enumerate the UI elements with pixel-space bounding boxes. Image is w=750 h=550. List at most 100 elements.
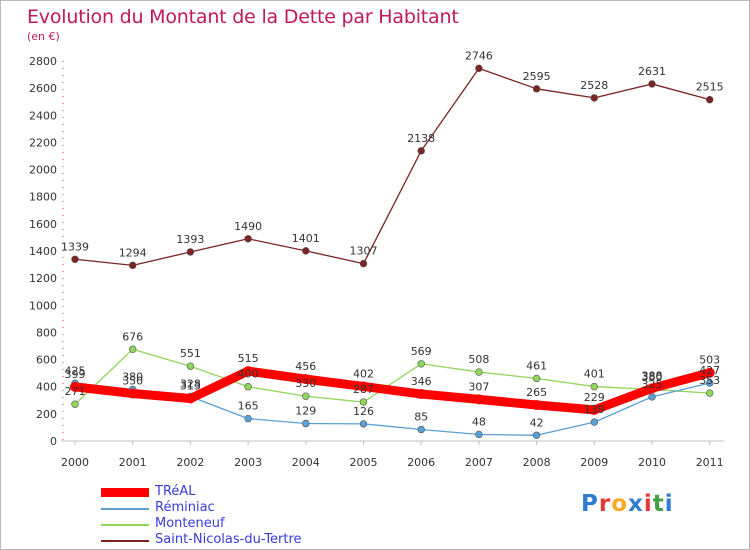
- data-point-reminiac: [475, 430, 483, 439]
- data-label-reminiac: 425: [65, 364, 86, 377]
- data-label-treal: 515: [238, 352, 259, 365]
- data-point-reminiac: [590, 418, 598, 426]
- data-point-reminiac: [532, 431, 541, 439]
- proxiti-logo: Proxiti: [581, 491, 674, 517]
- data-point-monteneuf: [244, 383, 252, 391]
- y-tick-label: 1800: [29, 191, 57, 204]
- data-label-treal: 399: [65, 368, 86, 381]
- data-point-saint-nicolas-du-tertre: [648, 80, 656, 88]
- data-point-saint-nicolas-du-tertre: [417, 147, 425, 155]
- data-point-treal: [589, 404, 600, 415]
- y-tick-label: 1400: [29, 245, 57, 258]
- x-tick-label: 2010: [638, 456, 666, 469]
- data-label-monteneuf: 353: [699, 374, 720, 387]
- data-label-monteneuf: 551: [180, 347, 201, 360]
- y-tick-label: 400: [36, 381, 57, 394]
- y-tick-label: 1600: [29, 218, 57, 231]
- x-tick-label: 2005: [350, 456, 378, 469]
- y-tick-label: 2600: [29, 82, 57, 95]
- data-label-reminiac: 42: [530, 416, 544, 429]
- data-label-saint-nicolas-du-tertre: 2528: [580, 79, 608, 92]
- data-point-saint-nicolas-du-tertre: [475, 64, 483, 73]
- data-label-reminiac: 328: [180, 377, 201, 390]
- data-label-reminiac: 165: [238, 400, 259, 413]
- legend-item-treal: TRéAL: [101, 484, 361, 500]
- data-point-monteneuf: [532, 374, 541, 383]
- series-line-treal: [70, 366, 715, 415]
- data-label-treal: 313: [180, 380, 201, 393]
- data-point-monteneuf: [129, 345, 137, 353]
- data-point-treal: [127, 388, 138, 399]
- y-tick-label: 800: [36, 326, 57, 339]
- data-point-monteneuf: [359, 398, 368, 406]
- data-label-saint-nicolas-du-tertre: 2595: [523, 70, 551, 83]
- data-point-reminiac: [648, 393, 656, 401]
- data-point-treal: [473, 394, 484, 405]
- data-point-reminiac: [417, 425, 425, 434]
- data-point-saint-nicolas-du-tertre: [129, 261, 137, 270]
- data-point-saint-nicolas-du-tertre: [244, 235, 252, 243]
- data-label-monteneuf: 461: [526, 359, 547, 372]
- y-tick-label: 2400: [29, 109, 57, 122]
- data-label-treal: 402: [353, 367, 374, 380]
- data-point-treal: [647, 383, 657, 394]
- data-point-monteneuf: [302, 392, 310, 400]
- x-tick-label: 2011: [696, 456, 724, 469]
- data-point-monteneuf: [71, 400, 79, 408]
- data-point-treal: [416, 389, 427, 400]
- data-label-saint-nicolas-du-tertre: 1401: [292, 232, 320, 245]
- series-line-monteneuf: [74, 348, 711, 405]
- legend-label-saint-nicolas: Saint-Nicolas-du-Tertre: [155, 532, 302, 547]
- data-label-monteneuf: 569: [411, 345, 432, 358]
- x-tick-label: 2000: [61, 456, 89, 469]
- data-label-treal: 388: [642, 369, 663, 382]
- legend-swatch-treal: [101, 488, 149, 497]
- data-point-reminiac: [359, 420, 368, 428]
- y-tick-label: 1200: [29, 272, 57, 285]
- data-label-treal: 456: [295, 360, 316, 373]
- data-point-treal: [70, 381, 80, 392]
- data-point-monteneuf: [417, 360, 425, 368]
- data-point-reminiac: [244, 414, 252, 423]
- y-tick-label: 2200: [29, 136, 57, 149]
- data-point-treal: [185, 393, 196, 404]
- data-label-saint-nicolas-du-tertre: 1307: [350, 245, 378, 258]
- data-label-treal: 503: [699, 354, 720, 367]
- data-label-monteneuf: 287: [353, 383, 374, 396]
- y-tick-label: 2800: [29, 55, 57, 68]
- data-label-treal: 350: [122, 375, 143, 388]
- x-tick-label: 2009: [580, 456, 608, 469]
- data-label-reminiac: 126: [353, 405, 374, 418]
- data-point-saint-nicolas-du-tertre: [71, 255, 79, 263]
- data-point-reminiac: [302, 419, 310, 428]
- y-tick-label: 0: [50, 435, 57, 448]
- data-label-monteneuf: 330: [295, 377, 316, 390]
- data-point-saint-nicolas-du-tertre: [186, 248, 195, 256]
- data-label-monteneuf: 380: [642, 370, 663, 383]
- data-label-saint-nicolas-du-tertre: 2138: [407, 132, 435, 145]
- x-tick-label: 2001: [119, 456, 147, 469]
- data-labels: 1339 1294 1393 1490 1401 1307 2138 2746 2595 2528…: [61, 49, 724, 429]
- chart-axes: 0 200 400 600 800 1000 1200 1400 1600 1800 2000 220…: [29, 55, 724, 469]
- data-label-reminiac: 139: [584, 403, 605, 416]
- data-label-treal: 229: [584, 391, 605, 404]
- data-label-monteneuf: 676: [122, 330, 143, 343]
- data-label-treal: 307: [468, 380, 489, 393]
- x-tick-label: 2008: [523, 456, 551, 469]
- data-label-saint-nicolas-du-tertre: 2746: [465, 49, 493, 62]
- data-label-saint-nicolas-du-tertre: 2515: [696, 81, 724, 94]
- legend-label-treal: TRéAL: [155, 484, 196, 499]
- chart-subtitle: (en €): [27, 30, 60, 43]
- data-label-reminiac: 48: [472, 415, 486, 428]
- data-point-reminiac: [705, 379, 714, 387]
- data-point-monteneuf: [590, 382, 598, 391]
- series-lines: [70, 67, 715, 436]
- series-points: [70, 64, 715, 439]
- data-point-treal: [704, 367, 715, 378]
- data-point-monteneuf: [186, 362, 195, 370]
- data-label-treal: 346: [411, 375, 432, 388]
- x-tick-label: 2006: [407, 456, 435, 469]
- y-tick-label: 1000: [29, 299, 57, 312]
